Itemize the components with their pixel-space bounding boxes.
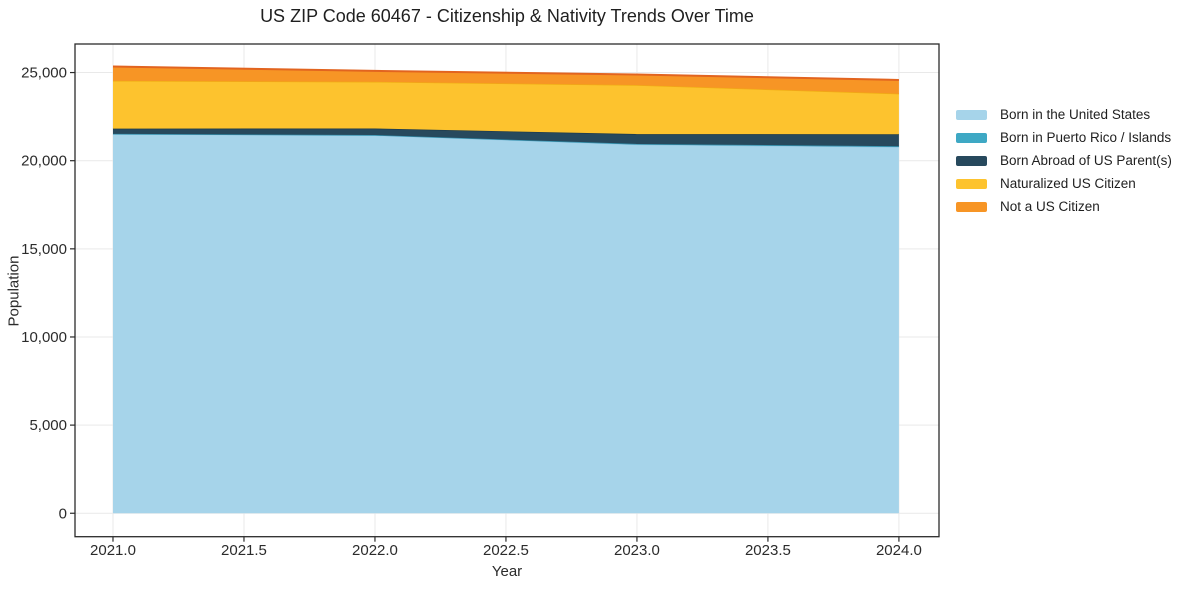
area-edge-not-a-us-citizen bbox=[112, 65, 899, 81]
area-born-in-the-united-states bbox=[112, 134, 899, 514]
y-tick-label: 10,000 bbox=[21, 329, 67, 346]
chart-title: US ZIP Code 60467 - Citizenship & Nativi… bbox=[260, 6, 754, 26]
x-tick-label: 2023.0 bbox=[614, 542, 660, 559]
x-tick-label: 2021.0 bbox=[90, 542, 136, 559]
y-tick-label: 20,000 bbox=[21, 153, 67, 170]
legend-label: Not a US Citizen bbox=[1000, 199, 1100, 214]
legend-label: Born in the United States bbox=[1000, 107, 1151, 122]
x-tick-label: 2024.0 bbox=[876, 542, 922, 559]
y-tick-label: 5,000 bbox=[29, 417, 67, 434]
y-tick-label: 0 bbox=[59, 505, 67, 522]
area-naturalized-us-citizen bbox=[112, 80, 899, 135]
legend-swatch-born-in-puerto-rico-islands bbox=[956, 132, 987, 143]
x-tick-label: 2022.0 bbox=[352, 542, 398, 559]
area-born-abroad-of-us-parent-s bbox=[112, 128, 899, 147]
legend-label: Naturalized US Citizen bbox=[1000, 176, 1136, 191]
legend-swatch-born-abroad-of-us-parent-s bbox=[956, 155, 987, 166]
y-axis-label: Population bbox=[5, 255, 23, 327]
legend-swatch-born-in-the-united-states bbox=[956, 109, 987, 120]
legend-label: Born in Puerto Rico / Islands bbox=[1000, 130, 1172, 145]
x-tick-label: 2022.5 bbox=[483, 542, 529, 559]
legend-swatch-not-a-us-citizen bbox=[956, 201, 987, 212]
y-tick-label: 25,000 bbox=[21, 65, 67, 82]
y-tick-label: 15,000 bbox=[21, 241, 67, 258]
legend-item-not-a-us-citizen: Not a US Citizen bbox=[956, 195, 1172, 218]
legend-item-born-abroad-of-us-parent-s: Born Abroad of US Parent(s) bbox=[956, 149, 1172, 172]
legend-label: Born Abroad of US Parent(s) bbox=[1000, 153, 1172, 168]
x-tick-label: 2021.5 bbox=[221, 542, 267, 559]
legend-swatch-naturalized-us-citizen bbox=[956, 178, 987, 189]
legend-item-naturalized-us-citizen: Naturalized US Citizen bbox=[956, 172, 1172, 195]
area-not-a-us-citizen bbox=[112, 66, 899, 94]
legend-item-born-in-the-united-states: Born in the United States bbox=[956, 103, 1172, 126]
chart-legend: Born in the United States Born in Puerto … bbox=[956, 103, 1172, 218]
legend-item-born-in-puerto-rico-islands: Born in Puerto Rico / Islands bbox=[956, 126, 1172, 149]
plot-border bbox=[74, 43, 940, 538]
x-tick-label: 2023.5 bbox=[745, 542, 791, 559]
x-axis-label: Year bbox=[491, 563, 523, 580]
